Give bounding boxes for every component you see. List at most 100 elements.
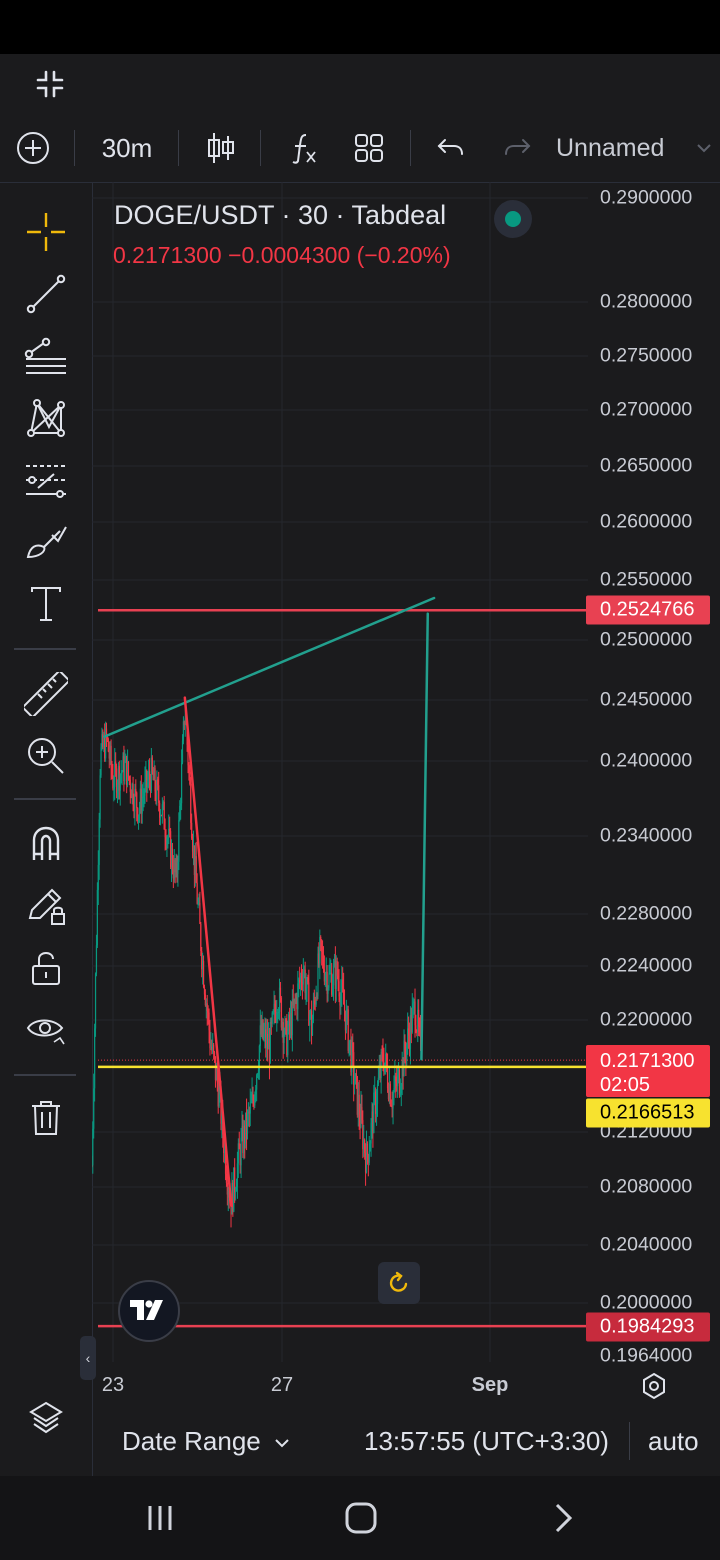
candle-body bbox=[98, 819, 100, 865]
candle-body bbox=[196, 882, 198, 904]
candle-body bbox=[167, 838, 169, 840]
candle-body bbox=[404, 1040, 406, 1054]
brush-icon[interactable] bbox=[16, 516, 76, 568]
divider bbox=[629, 1422, 630, 1460]
candle-body bbox=[377, 1077, 380, 1085]
magnet-icon[interactable] bbox=[16, 818, 76, 870]
candle-body bbox=[349, 1039, 351, 1041]
candle-type-icon[interactable] bbox=[198, 114, 244, 182]
candle-body bbox=[289, 1013, 292, 1027]
tradingview-logo[interactable] bbox=[118, 1280, 180, 1342]
layout-name[interactable]: Unnamed bbox=[556, 133, 665, 162]
collapse-toolbar-icon[interactable]: ‹ bbox=[80, 1336, 96, 1380]
candle-body bbox=[170, 831, 172, 867]
price-tick-label: 0.2340000 bbox=[600, 824, 693, 847]
candle-body bbox=[331, 972, 333, 995]
candle-body bbox=[278, 1012, 280, 1014]
candle-body bbox=[350, 1039, 352, 1073]
price-tick-label: 0.2700000 bbox=[600, 398, 693, 421]
candle-body bbox=[174, 860, 176, 873]
candle-body bbox=[188, 765, 190, 772]
undo-icon[interactable] bbox=[428, 114, 474, 182]
chart-settings-icon[interactable] bbox=[636, 1368, 672, 1404]
recent-apps-icon[interactable] bbox=[135, 1494, 185, 1542]
candle-body bbox=[281, 1022, 283, 1028]
candle-body bbox=[191, 838, 194, 852]
candle-body bbox=[397, 1074, 399, 1087]
candle-body bbox=[117, 766, 120, 786]
xabcd-pattern-icon[interactable] bbox=[16, 392, 76, 444]
eye-icon[interactable] bbox=[16, 1004, 76, 1056]
candle-body bbox=[254, 1094, 256, 1106]
candle-body bbox=[329, 972, 331, 974]
long-position-icon[interactable] bbox=[16, 454, 76, 506]
candle-body bbox=[271, 1012, 273, 1024]
candle-body bbox=[183, 721, 185, 725]
timezone-clock[interactable]: 13:57:55 (UTC+3:30) bbox=[364, 1426, 609, 1456]
candle-body bbox=[122, 756, 124, 772]
candle-body bbox=[391, 1106, 393, 1109]
candle-body bbox=[135, 788, 137, 793]
candle-body bbox=[190, 784, 192, 823]
home-icon[interactable] bbox=[336, 1494, 386, 1542]
ruler-icon[interactable] bbox=[16, 668, 76, 720]
text-icon[interactable] bbox=[16, 578, 76, 630]
symbol-legend-title[interactable]: DOGE/USDT · 30 · Tabdeal bbox=[114, 200, 447, 230]
reset-chart-icon[interactable] bbox=[378, 1262, 420, 1304]
candle-body bbox=[126, 761, 129, 786]
zoom-in-icon[interactable] bbox=[16, 730, 76, 782]
candle-body bbox=[291, 999, 293, 1036]
interval-selector[interactable]: 30m bbox=[101, 132, 153, 163]
indicators-icon[interactable] bbox=[280, 114, 326, 182]
divider bbox=[260, 130, 261, 166]
candle-body bbox=[93, 1088, 95, 1129]
market-status-icon[interactable] bbox=[494, 200, 532, 238]
candle-body bbox=[161, 804, 163, 816]
layers-icon[interactable] bbox=[24, 1396, 68, 1440]
candle-body bbox=[163, 801, 165, 830]
add-symbol-icon[interactable] bbox=[10, 114, 56, 182]
candle-body bbox=[272, 1011, 274, 1013]
divider bbox=[178, 130, 179, 166]
time-axis[interactable]: 23 27 Sep bbox=[92, 1362, 720, 1408]
candle-body bbox=[150, 757, 152, 791]
candle-body bbox=[123, 756, 125, 782]
candle-body bbox=[396, 1081, 398, 1087]
candle-body bbox=[159, 815, 162, 818]
candle-body bbox=[412, 1003, 414, 1009]
candle-body bbox=[253, 1100, 255, 1106]
date-range-button[interactable]: Date Range bbox=[122, 1426, 290, 1457]
candle-body bbox=[162, 801, 164, 805]
price-chart[interactable] bbox=[92, 182, 720, 1362]
exit-fullscreen-icon[interactable] bbox=[30, 64, 70, 104]
candle-body bbox=[166, 838, 168, 846]
candle-body bbox=[361, 1107, 363, 1121]
candle-body bbox=[205, 1003, 207, 1006]
bottom-bar: Date Range 13:57:55 (UTC+3:30) auto bbox=[92, 1408, 720, 1476]
chevron-down-icon[interactable] bbox=[688, 114, 720, 182]
fib-retracement-icon[interactable] bbox=[16, 330, 76, 382]
back-icon[interactable] bbox=[538, 1494, 588, 1542]
candle-body bbox=[337, 975, 339, 982]
candle-body bbox=[128, 776, 131, 780]
trash-icon[interactable] bbox=[16, 1092, 76, 1144]
candle-body bbox=[348, 1040, 350, 1051]
candle-body bbox=[311, 1019, 314, 1036]
lock-icon[interactable] bbox=[16, 942, 76, 994]
candle-body bbox=[371, 1111, 373, 1123]
candle-body bbox=[193, 845, 196, 875]
candle-body bbox=[402, 1060, 404, 1077]
candle-body bbox=[115, 768, 118, 793]
crosshair-icon[interactable] bbox=[16, 206, 76, 258]
candle-body bbox=[202, 960, 204, 970]
candle-body bbox=[165, 837, 167, 846]
candle-body bbox=[215, 1068, 217, 1081]
lock-drawing-icon[interactable] bbox=[16, 880, 76, 932]
auto-scale-toggle[interactable]: auto bbox=[648, 1426, 699, 1456]
candle-body bbox=[213, 1052, 216, 1057]
candle-body bbox=[321, 951, 324, 955]
layouts-grid-icon[interactable] bbox=[346, 114, 392, 182]
redo-icon[interactable] bbox=[494, 114, 540, 182]
candle-body bbox=[136, 792, 138, 809]
trend-line-icon[interactable] bbox=[16, 268, 76, 320]
